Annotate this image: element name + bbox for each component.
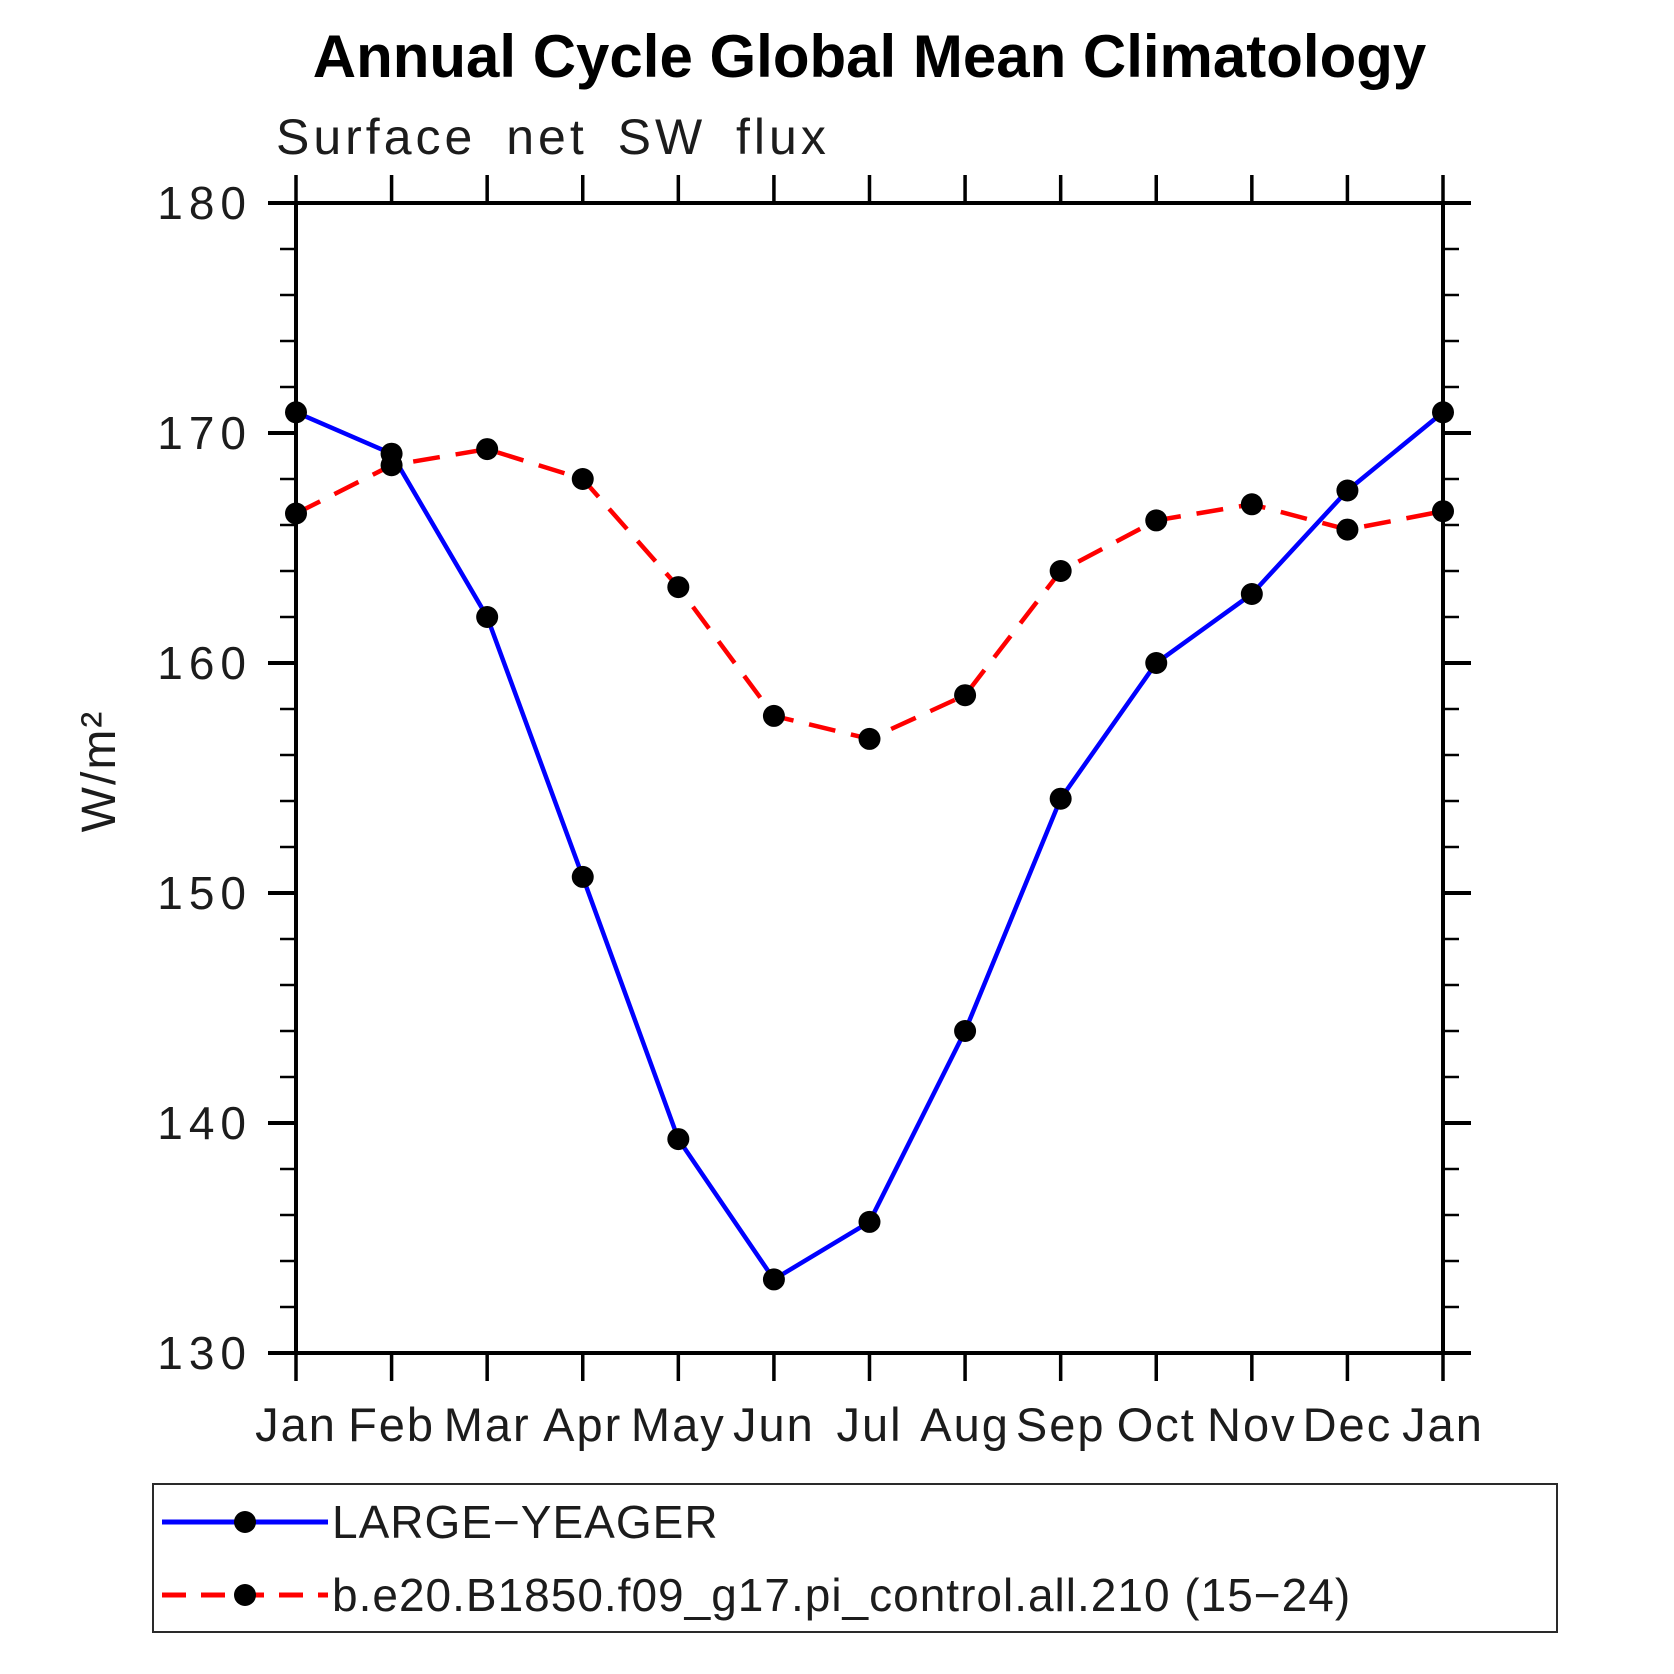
x-tick-label: Mar [444, 1398, 531, 1451]
x-tick-label: Jun [733, 1398, 815, 1451]
legend-label-pi-control: b.e20.B1850.f09_g17.pi_control.all.210 (… [332, 1568, 1352, 1621]
x-tick-label: Dec [1303, 1398, 1393, 1451]
chart-subtitle: Surface net SW flux [276, 109, 830, 165]
x-tick-label: Jul [836, 1398, 902, 1451]
y-tick-label: 140 [157, 1097, 252, 1149]
data-point-series-0 [954, 1020, 977, 1042]
data-point-series-0 [1240, 583, 1263, 605]
data-point-series-0 [285, 401, 307, 424]
data-point-series-1 [1049, 560, 1072, 582]
data-point-series-1 [667, 576, 690, 599]
x-tick-label: Feb [348, 1398, 435, 1451]
plot-frame [294, 201, 1445, 1355]
legend-item-large-yeager: LARGE−YEAGER [154, 1485, 1556, 1558]
data-point-series-0 [1049, 787, 1072, 810]
data-point-series-0 [762, 1268, 785, 1291]
data-point-series-0 [1336, 479, 1359, 502]
x-tick-label: Nov [1207, 1398, 1297, 1451]
y-tick-label: 170 [157, 407, 252, 459]
data-point-series-0 [1145, 652, 1168, 674]
data-point-series-1 [954, 684, 977, 707]
data-point-series-1 [1336, 518, 1359, 541]
x-tick-label: May [631, 1398, 726, 1451]
x-tick-label: Apr [543, 1398, 622, 1451]
legend-swatch-marker [234, 1583, 256, 1606]
data-point-series-1 [858, 727, 881, 750]
data-point-series-1 [762, 704, 785, 727]
data-point-series-1 [285, 502, 307, 525]
x-tick-label: Sep [1016, 1398, 1106, 1451]
data-point-series-1 [1145, 509, 1168, 532]
y-tick-label: 180 [157, 177, 252, 229]
series-line-0 [295, 410, 1445, 1283]
y-tick-label: 150 [157, 867, 252, 919]
legend-swatch-marker [234, 1510, 256, 1533]
series-line-1 [294, 446, 1444, 742]
data-point-series-0 [1432, 401, 1454, 424]
chart-title: Annual Cycle Global Mean Climatology [312, 23, 1427, 90]
data-point-series-0 [476, 606, 499, 628]
legend-line-pi-control [162, 1583, 328, 1606]
data-point-series-0 [667, 1128, 690, 1151]
x-tick-label: Jan [255, 1398, 337, 1451]
legend-item-pi-control: b.e20.B1850.f09_g17.pi_control.all.210 (… [154, 1558, 1556, 1631]
data-point-series-1 [380, 454, 403, 477]
data-point-series-1 [1240, 493, 1263, 516]
x-tick-label: Jan [1402, 1398, 1484, 1451]
data-point-series-1 [571, 468, 594, 490]
data-point-series-0 [858, 1210, 881, 1233]
data-point-series-1 [476, 438, 499, 461]
legend-line-large-yeager [162, 1510, 328, 1533]
y-tick-label: 130 [157, 1327, 252, 1379]
legend-box: LARGE−YEAGER b.e20.B1850.f09_g17.pi_cont… [152, 1483, 1558, 1633]
data-point-series-1 [1432, 500, 1454, 523]
data-point-series-0 [571, 865, 594, 888]
y-tick-label: 160 [157, 637, 252, 689]
x-tick-label: Aug [920, 1398, 1010, 1451]
x-tick-label: Oct [1117, 1398, 1196, 1451]
legend-label-large-yeager: LARGE−YEAGER [332, 1495, 719, 1548]
